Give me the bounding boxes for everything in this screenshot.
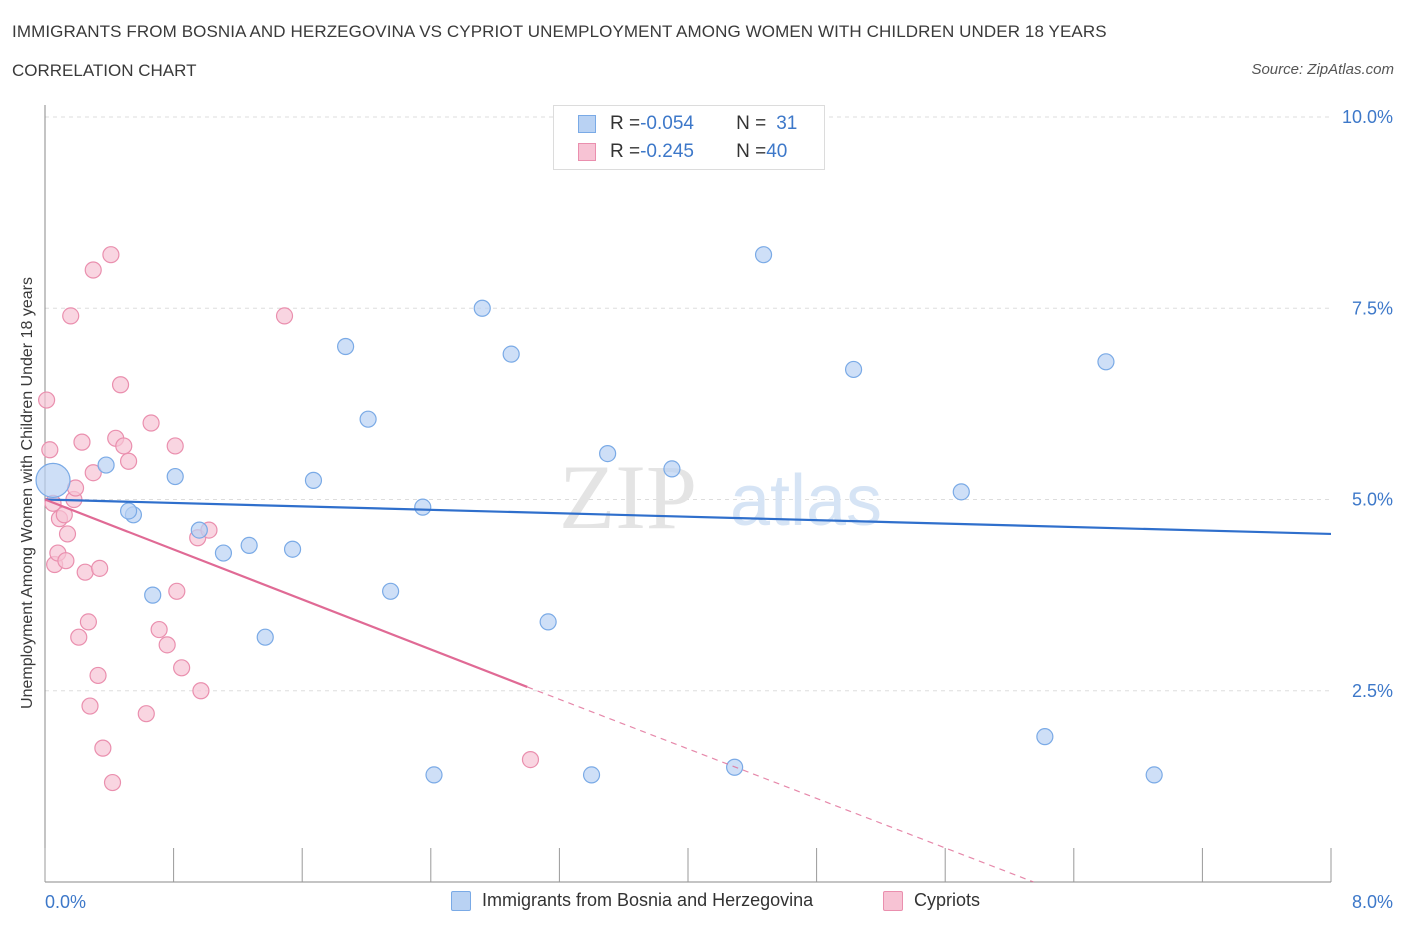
stats-legend: R = -0.054 N = 31 R = -0.245 N = 40 — [553, 105, 825, 170]
legend-item-bosnia[interactable]: Immigrants from Bosnia and Herzegovina — [451, 890, 813, 911]
legend-swatch-pink — [883, 890, 903, 911]
legend-label: Cypriots — [914, 890, 981, 910]
point-cypriots — [73, 433, 91, 451]
point-bosnia — [844, 360, 863, 379]
point-cypriots — [102, 246, 120, 264]
legend-n-label: N = — [736, 113, 767, 134]
trend-line-blue — [44, 498, 1332, 536]
point-cypriots — [137, 705, 155, 723]
point-bosnia — [663, 460, 681, 478]
point-cypriots — [58, 525, 77, 543]
point-bosnia — [97, 456, 115, 474]
point-bosnia — [502, 345, 520, 363]
point-cypriots — [111, 376, 130, 394]
watermark-zip: ZIP — [559, 446, 697, 548]
point-cypriots — [115, 437, 133, 455]
trend-line-pink — [44, 498, 528, 688]
point-bosnia — [214, 544, 233, 562]
y-tick-label: 7.5% — [1352, 298, 1393, 318]
point-bosnia — [166, 467, 184, 486]
point-bosnia — [754, 246, 773, 264]
point-cypriots — [192, 682, 210, 700]
point-bosnia — [582, 766, 601, 784]
point-bosnia — [1145, 766, 1163, 784]
legend-swatch-blue — [451, 890, 471, 911]
x-tick-label: 0.0% — [45, 892, 86, 912]
y-tick-label: 10.0% — [1342, 107, 1393, 127]
watermark-atlas: atlas — [730, 461, 882, 541]
point-cypriots — [57, 552, 75, 570]
point-cypriots — [168, 582, 186, 600]
point-cypriots — [119, 452, 138, 470]
point-cypriots — [94, 739, 112, 757]
point-bosnia — [414, 498, 432, 516]
point-bosnia — [599, 445, 617, 463]
legend-label: Immigrants from Bosnia and Herzegovina — [482, 890, 814, 910]
point-cypriots — [150, 620, 168, 639]
point-cypriots — [158, 636, 176, 654]
point-bosnia — [382, 582, 400, 600]
point-bosnia — [283, 540, 302, 558]
chart-subtitle: CORRELATION CHART — [12, 61, 197, 80]
point-bosnia — [1036, 728, 1054, 746]
data-points — [35, 150, 1163, 792]
source-label: Source: ZipAtlas.com — [1251, 61, 1394, 78]
point-bosnia — [119, 502, 138, 520]
point-bosnia — [425, 766, 443, 784]
point-cypriots — [79, 613, 98, 631]
trend-lines — [44, 498, 1332, 883]
point-bosnia — [256, 628, 274, 646]
point-cypriots — [81, 697, 99, 715]
point-cypriots — [173, 659, 191, 677]
y-tick-label: 5.0% — [1352, 490, 1393, 510]
legend-r-value: -0.245 — [640, 141, 694, 162]
legend-item-cypriots[interactable]: Cypriots — [883, 890, 980, 911]
series-legend: Immigrants from Bosnia and Herzegovina C… — [0, 890, 1406, 916]
legend-r-label: R = — [610, 141, 641, 162]
point-bosnia — [359, 410, 377, 428]
trend-extension-pink — [527, 686, 1034, 883]
point-bosnia — [304, 471, 323, 489]
chart-title: IMMIGRANTS FROM BOSNIA AND HERZEGOVINA V… — [12, 22, 1107, 41]
point-cypriots — [166, 437, 184, 455]
point-cypriots — [91, 559, 109, 577]
point-cypriots — [38, 391, 56, 409]
point-cypriots — [84, 464, 102, 482]
point-cypriots — [103, 773, 122, 792]
point-cypriots — [142, 414, 160, 432]
point-bosnia — [144, 586, 162, 604]
x-tick-label: 8.0% — [1352, 892, 1393, 912]
grid-lines — [45, 116, 1331, 692]
point-cypriots — [76, 563, 94, 581]
point-bosnia — [952, 483, 970, 501]
point-bosnia — [240, 536, 258, 555]
legend-row-pink: R = -0.245 N = 40 — [578, 139, 787, 165]
legend-n-label: N = — [736, 141, 767, 162]
point-bosnia — [35, 462, 71, 498]
legend-swatch-pink — [578, 143, 596, 161]
point-cypriots — [62, 307, 80, 325]
point-cypriots — [521, 750, 540, 769]
legend-swatch-blue — [578, 115, 596, 133]
point-cypriots — [89, 666, 107, 685]
point-cypriots — [84, 261, 102, 279]
point-bosnia — [473, 299, 491, 317]
point-bosnia — [190, 521, 208, 539]
point-cypriots — [41, 441, 59, 459]
point-cypriots — [70, 628, 88, 646]
legend-n-value: 40 — [766, 141, 788, 162]
y-tick-label: 2.5% — [1352, 681, 1393, 701]
legend-r-value: -0.054 — [640, 113, 694, 134]
legend-n-value: 31 — [776, 113, 798, 134]
legend-r-label: R = — [610, 113, 641, 134]
legend-row-blue: R = -0.054 N = 31 — [578, 111, 797, 137]
point-cypriots — [275, 307, 294, 325]
point-bosnia — [1097, 353, 1115, 371]
point-bosnia — [337, 337, 355, 356]
point-bosnia — [539, 613, 557, 631]
tick-labels: 2.5% 5.0% 7.5% 10.0% 0.0% 8.0% — [45, 107, 1393, 912]
